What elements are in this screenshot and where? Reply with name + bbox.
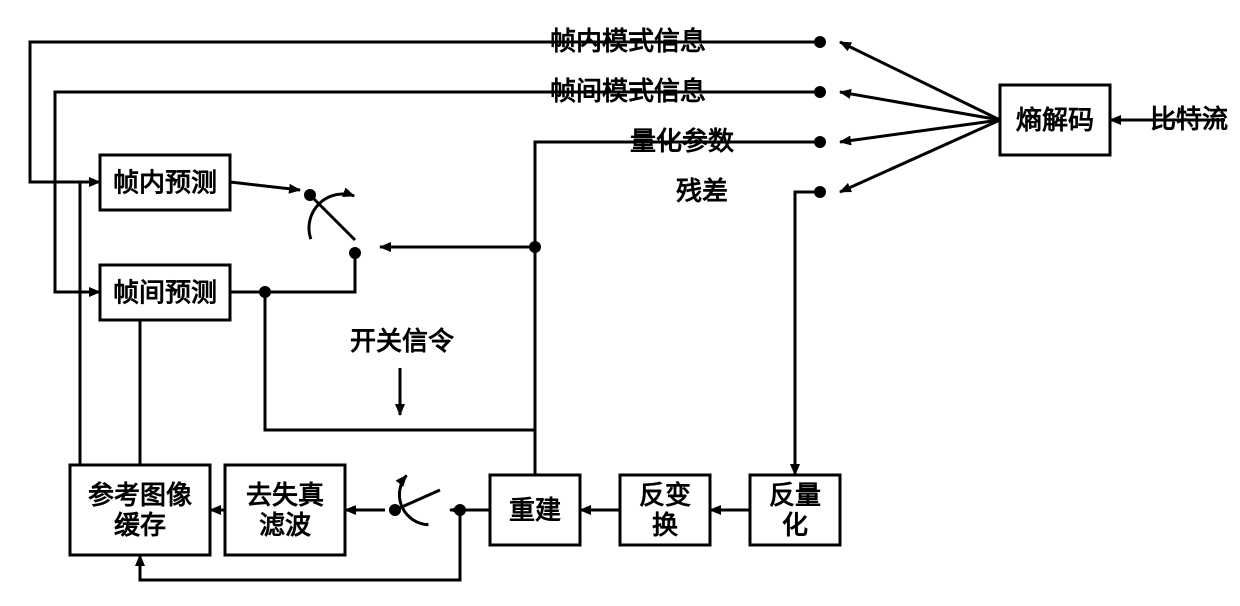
junction-dot — [814, 86, 826, 98]
edge-resid-bus — [795, 192, 820, 475]
box-deblock-label: 去失真 — [246, 480, 324, 510]
label-switch_sig: 开关信令 — [350, 326, 455, 356]
box-invtrans: 反变换 — [620, 475, 710, 545]
junction-dot — [529, 241, 541, 253]
box-refbuf-label: 参考图像 — [88, 480, 193, 510]
box-entropy: 熵解码 — [1000, 85, 1110, 155]
box-invquant-label: 化 — [782, 510, 808, 540]
junction-dot — [814, 136, 826, 148]
junction-dot — [814, 186, 826, 198]
box-invtrans-label: 换 — [652, 510, 679, 540]
entropy-fanout — [840, 42, 1000, 120]
edge-rf-intra — [80, 182, 100, 465]
label-inter_mode: 帧间模式信息 — [550, 76, 706, 106]
box-invquant: 反量化 — [750, 475, 840, 545]
junction-dot — [349, 247, 361, 259]
label-qp: 量化参数 — [630, 126, 735, 156]
junction-dot — [814, 36, 826, 48]
box-recon-label: 重建 — [509, 495, 561, 525]
box-invtrans-label: 反变 — [639, 480, 691, 510]
box-recon: 重建 — [490, 475, 580, 545]
box-refbuf: 参考图像缓存 — [70, 465, 210, 555]
label-intra_mode: 帧内模式信息 — [550, 26, 706, 56]
box-inter: 帧间预测 — [100, 265, 230, 320]
box-refbuf-label: 缓存 — [114, 510, 166, 540]
box-deblock: 去失真滤波 — [225, 465, 345, 555]
box-inter-label: 帧间预测 — [113, 278, 217, 308]
switch-pred-lever — [310, 195, 355, 240]
box-deblock-label: 滤波 — [259, 510, 312, 540]
box-intra-label: 帧内预测 — [113, 168, 217, 198]
entropy-fanout — [840, 92, 1000, 120]
edge-intra-out — [230, 182, 300, 190]
label-residual: 残差 — [676, 176, 728, 206]
label-bitstream: 比特流 — [1150, 104, 1228, 134]
box-invquant-label: 反量 — [769, 480, 821, 510]
edge-inter-out — [230, 253, 355, 292]
box-intra: 帧内预测 — [100, 155, 230, 210]
box-entropy-label: 熵解码 — [1015, 105, 1094, 135]
